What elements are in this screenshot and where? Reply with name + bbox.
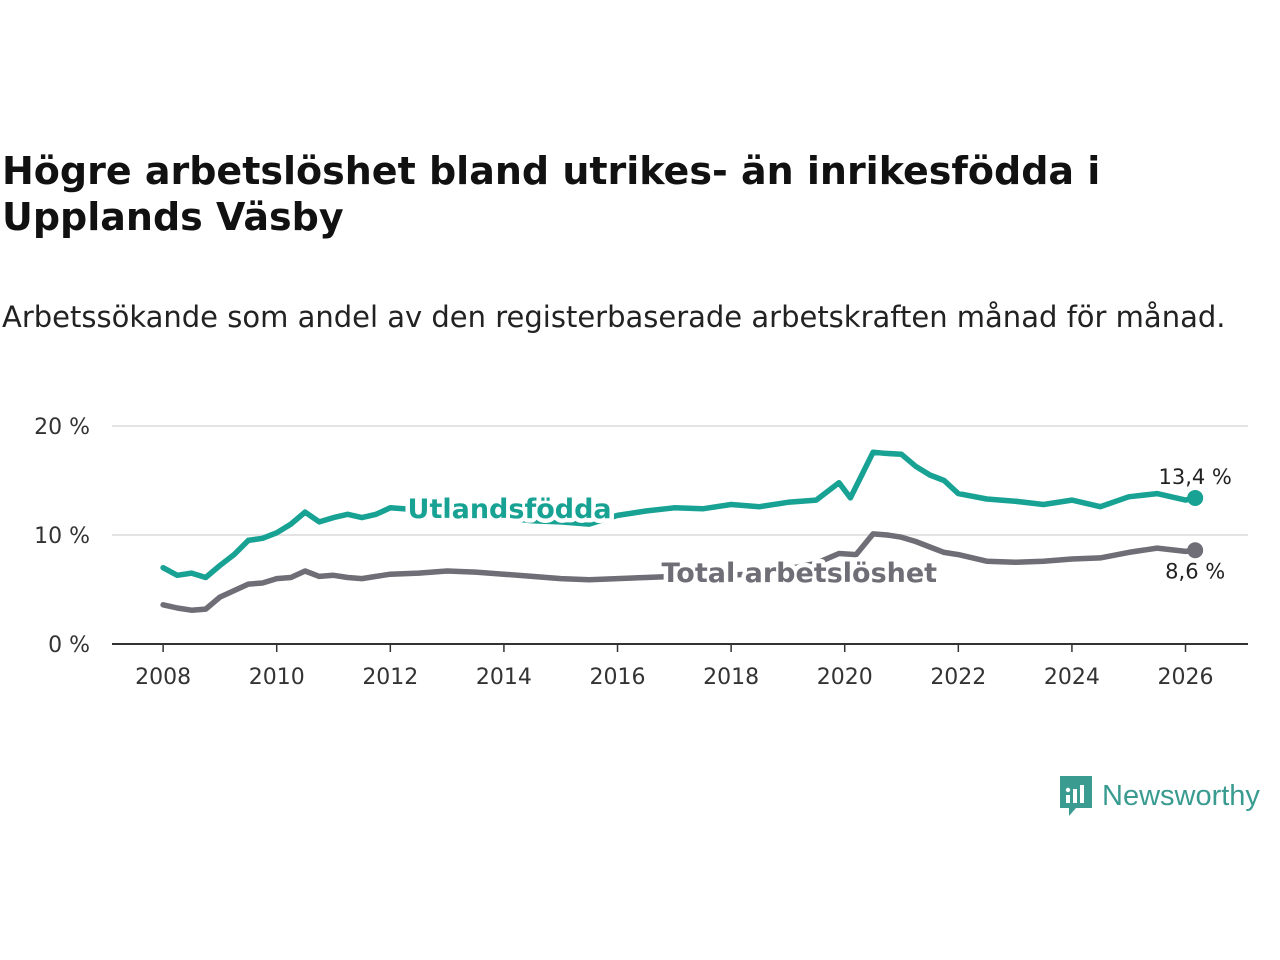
x-tick-label: 2018 (703, 665, 759, 690)
newsworthy-logo: Newsworthy (1058, 774, 1260, 818)
series-end-point (1187, 489, 1204, 506)
gridlines (112, 425, 1248, 536)
x-tick-label: 2024 (1044, 665, 1100, 690)
x-tick-label: 2020 (817, 665, 873, 690)
series-lines (160, 449, 1204, 613)
x-tick-label: 2010 (249, 665, 305, 690)
axes: 0 % 10 % 20 % 2008 2010 2012 2014 2016 2018 2020 2… (34, 415, 1248, 690)
end-value-label: 8,6 % (1165, 559, 1225, 583)
x-tick-label: 2012 (362, 665, 418, 690)
series-line-total (160, 531, 1198, 613)
x-tick-label: 2014 (476, 665, 532, 690)
series-annotation: Utlandsfödda (408, 494, 612, 525)
y-tick-label: 20 % (34, 415, 90, 440)
x-tick-label: 2022 (930, 665, 986, 690)
y-tick-label: 0 % (48, 633, 90, 658)
line-chart: 0 % 10 % 20 % 2008 2010 2012 2014 2016 2018 2020 2… (34, 415, 1248, 690)
chart-labels: 13,4 % 8,6 % Utlandsfödda Total arbetslöshe… (403, 465, 1232, 594)
newsworthy-logo-icon (1060, 776, 1092, 816)
chart-title: Högre arbetslöshet bland utrikes- än inr… (2, 149, 1101, 239)
series-line-utlandsfodda (160, 449, 1198, 581)
x-tick-label: 2016 (590, 665, 646, 690)
newsworthy-logo-text: Newsworthy (1102, 779, 1260, 812)
x-tick-label: 2026 (1158, 665, 1214, 690)
y-tick-label: 10 % (34, 524, 90, 549)
end-value-label: 13,4 % (1158, 465, 1231, 489)
x-tick-label: 2008 (135, 665, 191, 690)
series-annotation: Total arbetslöshet (661, 558, 937, 589)
series-end-point (1187, 542, 1204, 559)
chart-subtitle: Arbetssökande som andel av den registerb… (2, 300, 1226, 334)
